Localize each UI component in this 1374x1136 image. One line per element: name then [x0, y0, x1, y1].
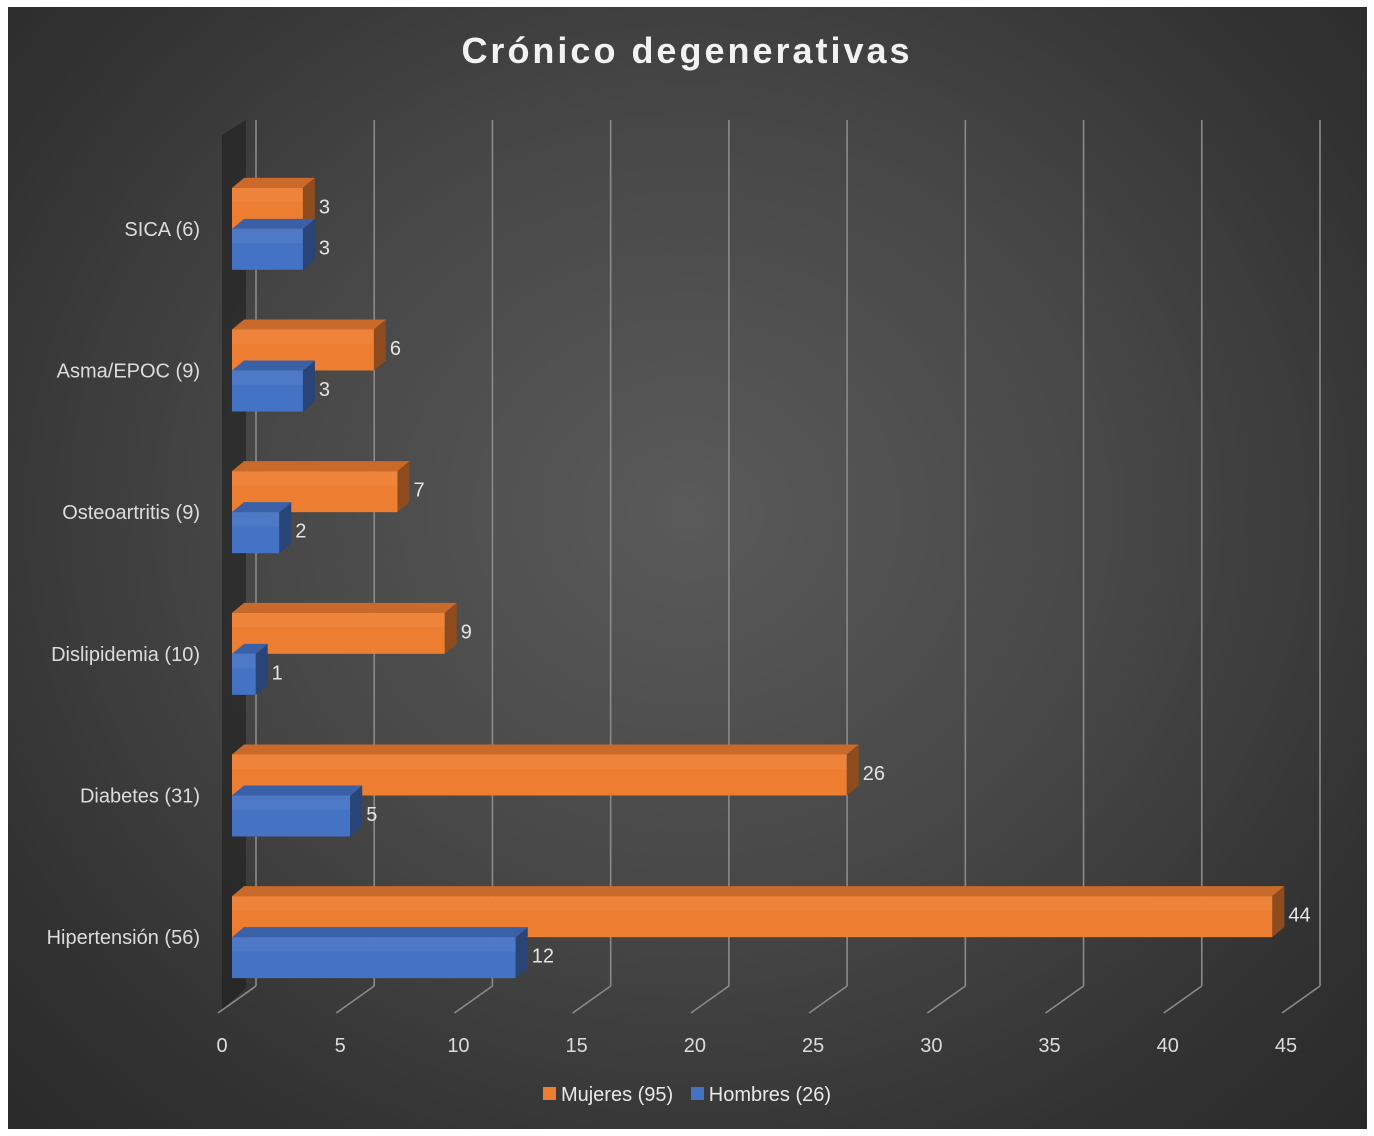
bar-highlight-5-1: [232, 228, 303, 244]
data-label-4-0: 6: [390, 338, 401, 360]
category-label-3: Osteoartritis (9): [62, 502, 200, 524]
bar-top-3-1: [232, 502, 292, 513]
bar-side-2-1: [255, 643, 268, 695]
legend-label-hombres: Hombres (26): [708, 1084, 832, 1107]
category-label-4: Asma/EPOC (9): [57, 361, 200, 383]
bar-highlight-3-0: [232, 471, 398, 486]
bar-side-5-0: [302, 177, 315, 229]
category-label-5: SICA (6): [124, 219, 200, 241]
gridline-floor-45: [1281, 985, 1321, 1014]
bar-highlight-0-1: [232, 937, 516, 952]
gridline-floor-25: [808, 985, 848, 1014]
category-label-0: Hipertensión (56): [47, 927, 200, 949]
x-tick-label-2: 10: [447, 1035, 469, 1057]
bar-top-3-0: [232, 461, 410, 472]
bar-top-4-1: [232, 360, 315, 371]
bar-highlight-4-1: [232, 370, 303, 385]
bar-top-0-0: [232, 886, 1285, 897]
bar-3-1: [232, 512, 280, 554]
bar-top-0-1: [232, 927, 528, 938]
chart-title: Crónico degenerativas: [461, 30, 913, 71]
x-tick-label-0: 0: [216, 1035, 227, 1057]
gridline-floor-30: [926, 985, 966, 1014]
x-tick-label-1: 5: [335, 1035, 346, 1057]
x-tick-label-5: 25: [802, 1035, 824, 1057]
legend-item-mujeres: Mujeres (95): [542, 1084, 674, 1107]
category-label-2: Dislipidemia (10): [51, 644, 200, 666]
data-label-5-1: 3: [319, 237, 330, 259]
bar-highlight-0-0: [232, 896, 1273, 911]
data-label-0-0: 44: [1288, 905, 1310, 927]
gridline-floor-40: [1163, 985, 1203, 1014]
bar-side-3-1: [279, 502, 292, 554]
bar-highlight-2-0: [232, 612, 445, 628]
bar-top-1-1: [232, 785, 363, 796]
bar-side-1-0: [846, 744, 859, 796]
data-label-2-1: 1: [272, 662, 283, 684]
bar-top-2-0: [232, 602, 457, 613]
gridline-floor-20: [690, 985, 730, 1014]
legend-item-hombres: Hombres (26): [690, 1084, 832, 1107]
legend-label-mujeres: Mujeres (95): [560, 1084, 674, 1107]
data-label-1-1: 5: [366, 804, 377, 826]
bar-highlight-2-1: [232, 653, 256, 669]
bar-5-1: [232, 228, 303, 270]
bar-side-1-1: [350, 785, 363, 837]
bar-top-1-0: [232, 744, 859, 755]
bar-highlight-1-1: [232, 795, 351, 810]
data-label-1-0: 26: [863, 763, 885, 785]
gridline-floor-5: [335, 985, 375, 1014]
data-label-3-0: 7: [414, 480, 425, 502]
gridline-floor-10: [453, 985, 493, 1014]
bar-top-5-1: [232, 218, 315, 229]
bar-1-1: [232, 795, 351, 837]
bar-top-4-0: [232, 319, 386, 330]
legend-swatch-mujeres: [542, 1087, 556, 1101]
data-label-2-0: 9: [461, 621, 472, 643]
bar-side-5-1: [302, 218, 315, 270]
category-label-1: Diabetes (31): [80, 786, 200, 808]
bar-top-5-0: [232, 177, 315, 188]
gridline-floor-15: [572, 985, 612, 1014]
legend: Mujeres (95) Hombres (26): [0, 1084, 1374, 1107]
bar-0-1: [232, 937, 516, 979]
bar-side-3-0: [397, 461, 410, 513]
bar-4-1: [232, 370, 303, 412]
x-tick-label-9: 45: [1275, 1035, 1297, 1057]
data-label-0-1: 12: [532, 946, 554, 968]
bar-highlight-5-0: [232, 187, 303, 203]
data-label-4-1: 3: [319, 379, 330, 401]
legend-swatch-hombres: [690, 1087, 704, 1101]
bar-2-1: [232, 653, 256, 695]
bar-side-0-1: [515, 927, 528, 979]
x-tick-label-8: 40: [1157, 1035, 1179, 1057]
bar-side-4-0: [373, 319, 386, 371]
x-tick-label-3: 15: [566, 1035, 588, 1057]
bar-top-2-1: [232, 643, 268, 654]
bar-side-0-0: [1272, 886, 1285, 938]
x-tick-label-4: 20: [684, 1035, 706, 1057]
gridline-floor-0: [217, 985, 257, 1014]
bar-highlight-1-0: [232, 754, 847, 769]
bar-highlight-3-1: [232, 512, 280, 527]
bar-side-4-1: [302, 360, 315, 412]
x-tick-label-7: 35: [1038, 1035, 1060, 1057]
data-label-3-1: 2: [295, 521, 306, 543]
x-tick-label-6: 30: [920, 1035, 942, 1057]
bar-highlight-4-0: [232, 329, 374, 344]
bar-side-2-0: [444, 602, 457, 654]
gridline-floor-35: [1045, 985, 1085, 1014]
data-label-5-0: 3: [319, 196, 330, 218]
